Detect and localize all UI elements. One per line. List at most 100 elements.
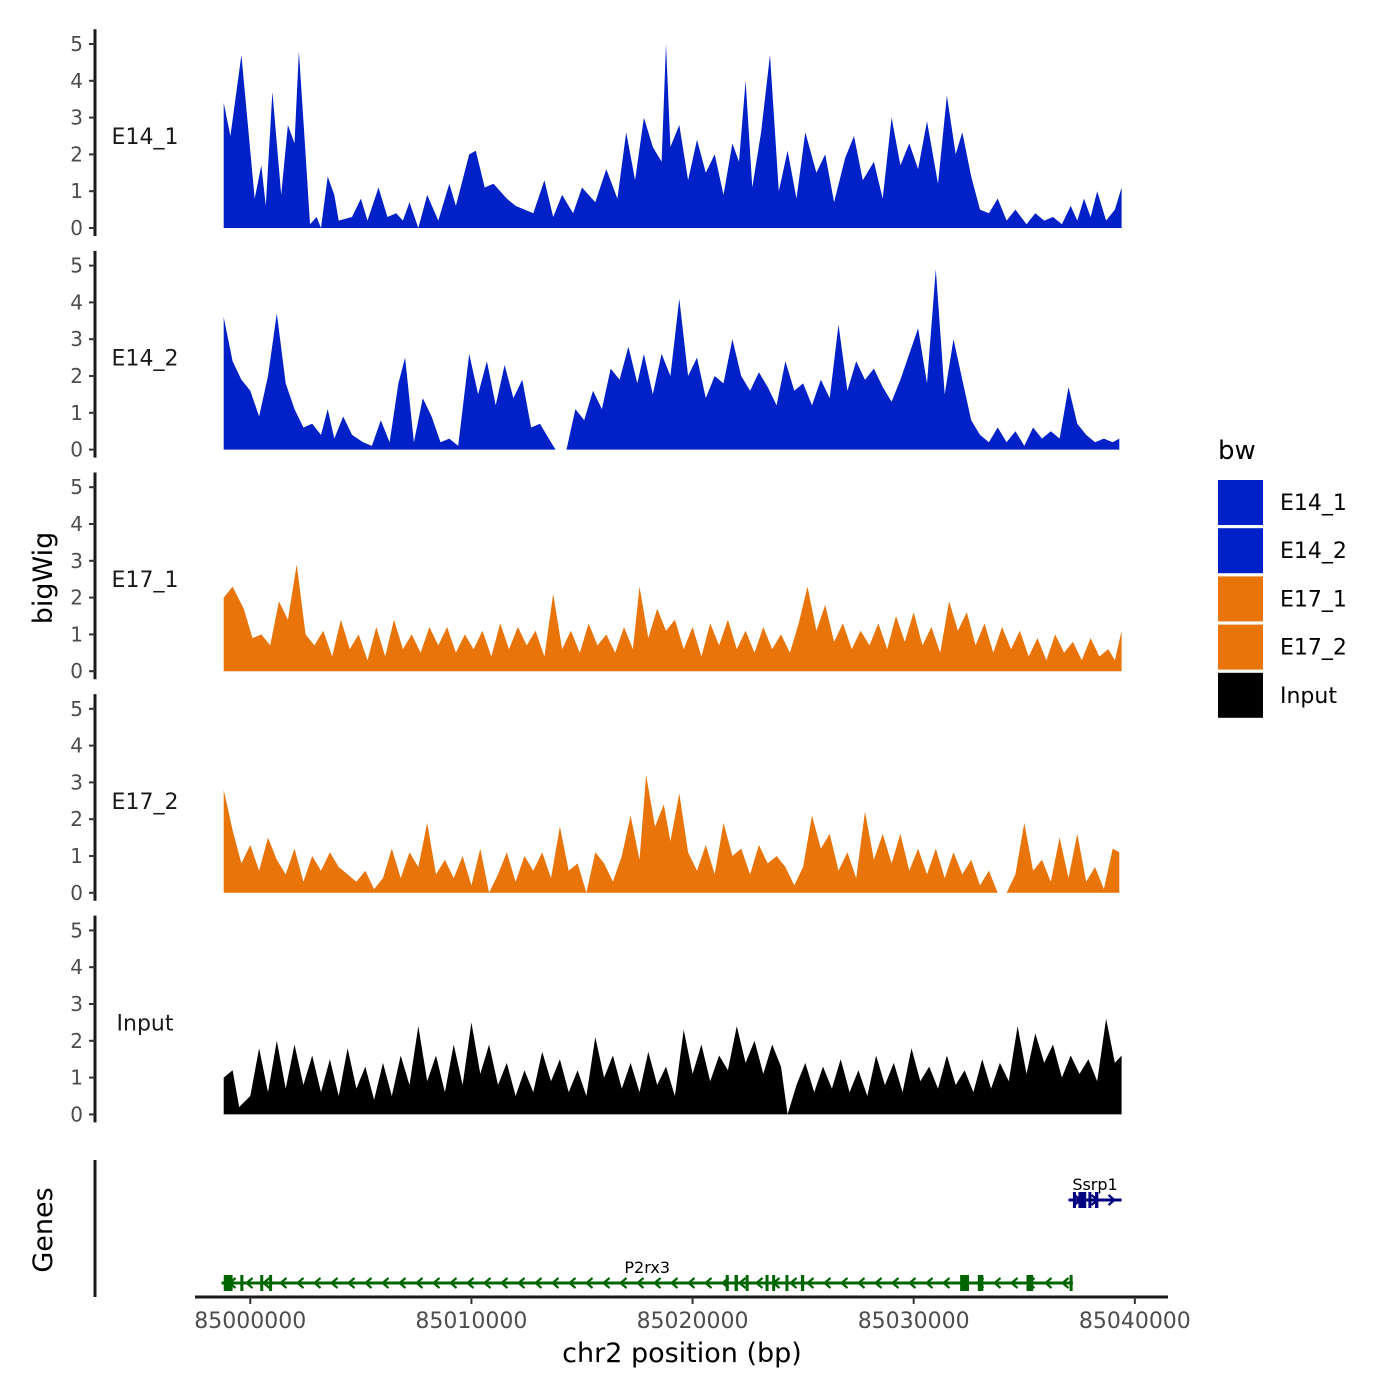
strand-arrow bbox=[992, 1277, 1002, 1289]
strand-arrow bbox=[482, 1277, 492, 1289]
strand-arrow bbox=[397, 1277, 407, 1289]
exon bbox=[725, 1275, 729, 1291]
strand-arrow bbox=[312, 1277, 322, 1289]
legend-label: E14_1 bbox=[1280, 491, 1347, 516]
legend-item-Input: Input bbox=[1218, 672, 1337, 718]
bigwig-tracks: 0 1 2 3 4 5 E14_1 0 1 2 3 4 5 E14_2 0 1 2 3 4 5 E17_1 0 1 2 3 4 5 E… bbox=[70, 29, 1122, 1126]
legend-label: E14_2 bbox=[1280, 539, 1347, 564]
y-tick-label: 0 bbox=[70, 881, 83, 905]
x-tick-label: 85040000 bbox=[1079, 1309, 1191, 1334]
track-label-E17_1: E17_1 bbox=[112, 568, 179, 593]
strand-arrow bbox=[805, 1277, 815, 1289]
strand-arrow bbox=[635, 1277, 645, 1289]
exon bbox=[960, 1275, 969, 1291]
legend-item-E17_2: E17_2 bbox=[1218, 624, 1347, 670]
exon bbox=[800, 1275, 805, 1291]
strand-arrow bbox=[618, 1277, 628, 1289]
gene-Ssrp1: Ssrp1 bbox=[1068, 1175, 1122, 1208]
strand-arrow bbox=[363, 1277, 373, 1289]
y-tick-label: 3 bbox=[70, 327, 83, 351]
strand-arrow bbox=[737, 1277, 747, 1289]
strand-arrow bbox=[465, 1277, 475, 1289]
area-E14_2 bbox=[223, 269, 1120, 450]
y-tick-label: 1 bbox=[70, 401, 83, 425]
y-tick-label: 4 bbox=[70, 290, 83, 314]
track-label-E14_2: E14_2 bbox=[112, 347, 179, 372]
y-tick-label: 0 bbox=[70, 216, 83, 240]
legend-swatch bbox=[1218, 480, 1263, 525]
y-tick-label: 5 bbox=[70, 254, 83, 278]
strand-arrow bbox=[601, 1277, 611, 1289]
strand-arrow bbox=[414, 1277, 424, 1289]
strand-arrow bbox=[686, 1277, 696, 1289]
strand-arrow bbox=[669, 1277, 679, 1289]
legend-item-E17_1: E17_1 bbox=[1218, 576, 1347, 622]
strand-arrow bbox=[890, 1277, 900, 1289]
exon bbox=[240, 1275, 244, 1291]
strand-arrow bbox=[754, 1277, 764, 1289]
exon bbox=[1095, 1192, 1099, 1208]
legend-label: Input bbox=[1280, 684, 1337, 709]
x-tick-label: 85000000 bbox=[194, 1309, 306, 1334]
gene-annotation-panel: Ssrp1 P2rx3 bbox=[93, 1160, 1122, 1297]
strand-arrow bbox=[329, 1277, 339, 1289]
strand-arrow bbox=[1043, 1277, 1053, 1289]
y-tick-label: 0 bbox=[70, 1102, 83, 1126]
track-Input: 0 1 2 3 4 5 Input bbox=[70, 915, 1122, 1126]
strand-arrow bbox=[244, 1277, 254, 1289]
y-axis-title-genes: Genes bbox=[28, 1187, 59, 1272]
legend-swatch bbox=[1218, 624, 1263, 670]
y-axis-title-bigwig: bigWig bbox=[28, 532, 59, 625]
y-tick-label: 3 bbox=[70, 549, 83, 573]
legend-item-E14_1: E14_1 bbox=[1218, 480, 1347, 525]
exon bbox=[260, 1275, 264, 1291]
strand-arrow bbox=[822, 1277, 832, 1289]
x-tick-label: 85030000 bbox=[858, 1309, 970, 1334]
legend-swatch bbox=[1218, 672, 1263, 718]
y-tick-label: 1 bbox=[70, 844, 83, 868]
strand-arrow bbox=[295, 1277, 305, 1289]
legend: bw E14_1 E14_2 E17_1 E17_2 Input bbox=[1218, 436, 1347, 718]
exon bbox=[1078, 1192, 1087, 1208]
x-tick-label: 85010000 bbox=[415, 1309, 527, 1334]
y-tick-label: 2 bbox=[70, 364, 83, 388]
area-Input bbox=[223, 1018, 1122, 1115]
track-label-Input: Input bbox=[117, 1011, 174, 1036]
strand-arrow bbox=[788, 1277, 798, 1289]
y-tick-label: 1 bbox=[70, 1066, 83, 1090]
strand-arrow bbox=[873, 1277, 883, 1289]
y-tick-label: 3 bbox=[70, 770, 83, 794]
area-E17_1 bbox=[223, 564, 1122, 672]
y-tick-label: 3 bbox=[70, 992, 83, 1016]
track-E14_1: 0 1 2 3 4 5 E14_1 bbox=[70, 29, 1122, 240]
legend-item-E14_2: E14_2 bbox=[1218, 528, 1347, 574]
gene-label-P2rx3: P2rx3 bbox=[624, 1258, 670, 1277]
y-tick-label: 0 bbox=[70, 659, 83, 683]
exon bbox=[765, 1275, 769, 1291]
exon bbox=[977, 1275, 984, 1291]
legend-title: bw bbox=[1218, 436, 1256, 466]
y-tick-label: 1 bbox=[70, 179, 83, 203]
gene-label-Ssrp1: Ssrp1 bbox=[1072, 1175, 1117, 1194]
strand-arrow bbox=[856, 1277, 866, 1289]
legend-label: E17_2 bbox=[1280, 636, 1347, 661]
strand-arrow bbox=[584, 1277, 594, 1289]
y-tick-label: 5 bbox=[70, 697, 83, 721]
strand-arrow bbox=[346, 1277, 356, 1289]
exon bbox=[1069, 1275, 1073, 1291]
exon bbox=[1026, 1275, 1034, 1291]
exon bbox=[734, 1275, 738, 1291]
track-label-E17_2: E17_2 bbox=[112, 790, 179, 815]
y-tick-label: 1 bbox=[70, 622, 83, 646]
exon bbox=[1088, 1192, 1092, 1208]
y-tick-label: 0 bbox=[70, 438, 83, 462]
x-axis: 85000000 85010000 85020000 85030000 85040000 bbox=[194, 1295, 1191, 1334]
strand-arrow bbox=[278, 1277, 288, 1289]
strand-arrow bbox=[1060, 1277, 1070, 1289]
strand-arrow bbox=[499, 1277, 509, 1289]
strand-arrow bbox=[1107, 1194, 1117, 1206]
y-tick-label: 2 bbox=[70, 142, 83, 166]
area-E14_1 bbox=[223, 44, 1122, 228]
strand-arrow bbox=[941, 1277, 951, 1289]
strand-arrow bbox=[516, 1277, 526, 1289]
